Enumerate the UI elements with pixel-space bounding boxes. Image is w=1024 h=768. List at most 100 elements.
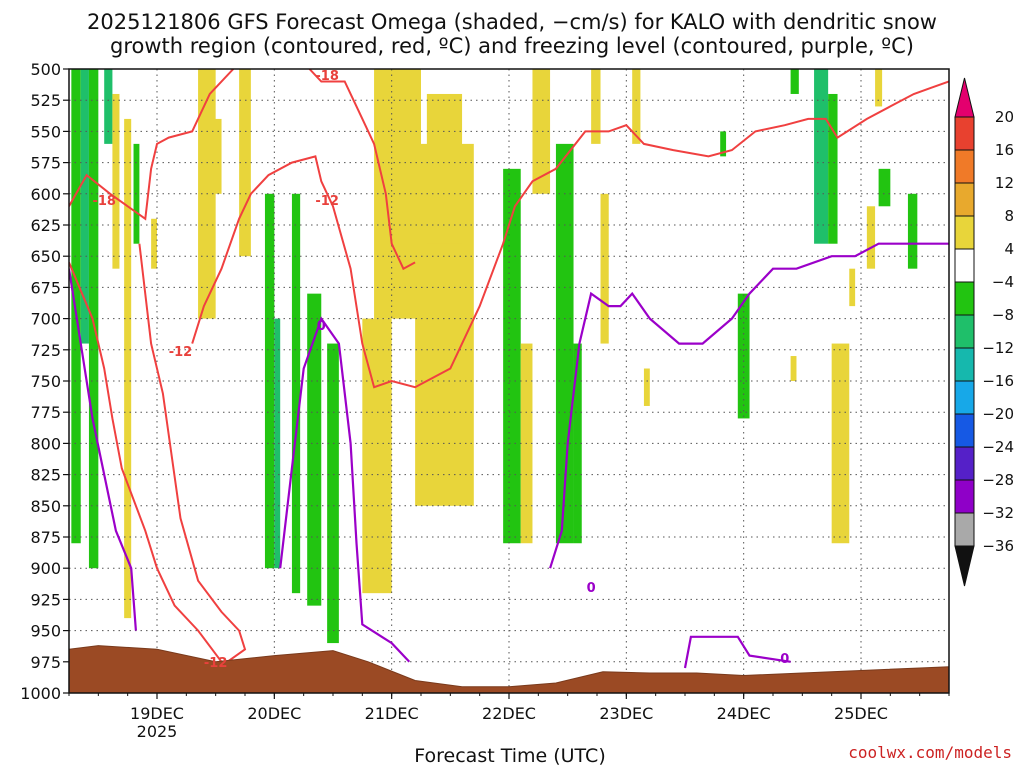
omega-band-32: [790, 356, 797, 381]
omega-band-26: [591, 69, 601, 144]
y-tick-label-975: 975: [30, 653, 61, 672]
colorbar-label-4: 4: [1004, 240, 1014, 258]
omega-band-9: [209, 118, 222, 194]
x-axis-title: Forecast Time (UTC): [414, 745, 605, 767]
y-tick-label-800: 800: [30, 434, 61, 453]
colorbar-swatch-10: [954, 446, 975, 481]
plot-area: [69, 69, 949, 693]
omega-band-1: [80, 69, 89, 344]
colorbar: 20 16 12 8 4 −4 −8 −12 −16 −20 −24 −28 −32 −36: [954, 77, 1014, 587]
red-contour-4: [191, 80, 949, 389]
omega-band-41: [907, 193, 918, 269]
y-tick-label-950: 950: [30, 622, 61, 641]
colorbar-swatch-2: [954, 182, 975, 217]
omega-band-42: [875, 69, 883, 107]
omega-band-33: [790, 69, 799, 94]
colorbar-label-5: −4: [992, 273, 1014, 291]
omega-band-3: [104, 69, 113, 144]
y-tick-label-600: 600: [30, 185, 61, 204]
colorbar-swatch-9: [954, 413, 975, 448]
colorbar-swatch-12: [954, 512, 975, 547]
x-tick-label-21: 21DEC: [365, 704, 419, 723]
omega-band-23: [532, 69, 551, 194]
omega-band-34: [814, 69, 829, 244]
red-contour-label-4: -12: [315, 194, 339, 209]
purple-contour-2: [549, 242, 949, 569]
x-tick-label-22: 22DEC: [482, 704, 536, 723]
colorbar-label-6: −8: [992, 306, 1014, 324]
red-contour-label-2: -12: [169, 345, 193, 360]
colorbar-swatch-5: [954, 281, 975, 316]
omega-band-13: [291, 193, 301, 594]
omega-band-4: [112, 93, 120, 269]
omega-band-2: [88, 69, 99, 569]
colorbar-swatch-1: [954, 149, 975, 184]
omega-band-5: [124, 118, 132, 619]
x-tick-label-19: 19DEC: [130, 704, 184, 723]
y-tick-label-500: 500: [30, 60, 61, 79]
omega-band-27: [600, 193, 609, 344]
y-tick-label-725: 725: [30, 341, 61, 360]
x-tick-label-24: 24DEC: [717, 704, 771, 723]
omega-band-39: [878, 168, 891, 207]
colorbar-swatch-4: [954, 248, 975, 283]
colorbar-bottom-arrow: [954, 545, 975, 587]
chart-title-line1: 2025121806 GFS Forecast Omega (shaded, −…: [87, 10, 937, 34]
colorbar-label-12: −32: [982, 504, 1014, 522]
x-tick-label-20: 20DEC: [247, 704, 301, 723]
red-contour-label-1: -18: [315, 69, 339, 84]
colorbar-swatch-0: [954, 116, 975, 151]
omega-band-12: [274, 318, 281, 569]
omega-band-38: [849, 268, 856, 307]
colorbar-label-10: −24: [982, 438, 1014, 456]
colorbar-label-2: 12: [995, 174, 1014, 192]
colorbar-swatch-8: [954, 380, 975, 415]
red-contour-1: [308, 69, 416, 271]
y-tick-label-850: 850: [30, 497, 61, 516]
freezing-level-contours: [69, 242, 949, 669]
terrain-fill: [69, 645, 949, 693]
terrain: [69, 645, 949, 693]
colorbar-label-1: 16: [995, 141, 1014, 159]
y-tick-label-575: 575: [30, 154, 61, 173]
omega-band-20: [426, 93, 463, 244]
y-tick-label-900: 900: [30, 559, 61, 578]
y-tick-label-875: 875: [30, 528, 61, 547]
red-contour-2: [69, 262, 223, 663]
colorbar-label-13: −36: [982, 537, 1014, 555]
colorbar-label-7: −12: [982, 339, 1014, 357]
colorbar-swatch-3: [954, 215, 975, 250]
red-contour-3: [138, 243, 247, 663]
red-contour-0: [69, 69, 235, 221]
omega-band-37: [837, 393, 844, 481]
omega-band-25: [573, 343, 582, 544]
red-contour-label-0: -18: [92, 194, 116, 209]
colorbar-swatch-11: [954, 479, 975, 514]
omega-band-30: [720, 131, 727, 157]
x-tick-sublabel-19: 2025: [137, 722, 178, 741]
grid-lines: [69, 69, 949, 693]
y-tick-label-775: 775: [30, 403, 61, 422]
omega-band-11: [264, 193, 275, 569]
x-tick-label-23: 23DEC: [599, 704, 653, 723]
y-tick-label-700: 700: [30, 310, 61, 329]
purple-contour-3: [683, 635, 791, 669]
chart-title-line2: growth region (contoured, red, ºC) and f…: [110, 34, 914, 58]
y-tick-label-550: 550: [30, 122, 61, 141]
credit-link[interactable]: coolwx.com/models: [848, 743, 1012, 762]
omega-band-14: [307, 293, 322, 606]
omega-band-35: [828, 93, 838, 244]
colorbar-label-8: −16: [982, 372, 1014, 390]
colorbar-label-3: 8: [1004, 207, 1014, 225]
red-contour-label-3: -12: [204, 656, 228, 671]
y-axis: 500 525 550 575 600 625 650 675 700 725 750 775 800 8…: [20, 60, 69, 703]
y-tick-label-1000: 1000: [20, 684, 61, 703]
omega-band-24: [555, 143, 574, 544]
colorbar-label-0: 20: [995, 108, 1014, 126]
y-tick-label-750: 750: [30, 372, 61, 391]
y-tick-label-525: 525: [30, 91, 61, 110]
omega-band-28: [632, 69, 641, 144]
omega-band-40: [866, 206, 876, 269]
